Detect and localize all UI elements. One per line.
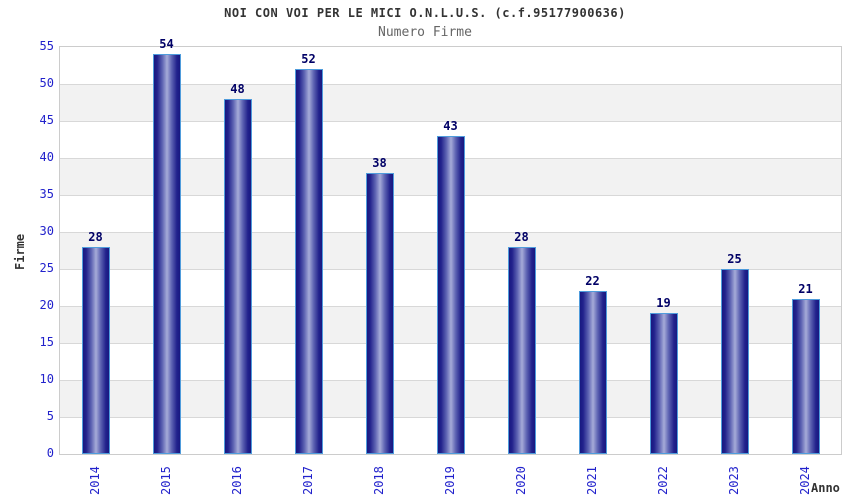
bar-value-label: 43 — [443, 118, 458, 133]
bar-2017 — [294, 69, 323, 454]
gridline — [60, 121, 841, 122]
bar-value-label: 38 — [372, 155, 387, 170]
y-tick-label: 55 — [39, 39, 54, 53]
x-tick-label: 2017 — [300, 466, 315, 495]
y-tick-label: 20 — [39, 298, 54, 312]
x-tick-label: 2016 — [229, 466, 244, 495]
bar-value-label: 48 — [230, 81, 245, 96]
bar-value-label: 54 — [159, 37, 174, 52]
y-tick-label: 45 — [39, 113, 54, 127]
x-tick-label: 2023 — [726, 466, 741, 495]
bar-value-label: 22 — [585, 274, 600, 289]
y-tick-label: 5 — [46, 409, 54, 423]
x-tick-label: 2018 — [371, 466, 386, 495]
y-tick-label: 10 — [39, 372, 54, 386]
x-axis-label: Anno — [811, 481, 840, 495]
y-tick-label: 40 — [39, 150, 54, 164]
y-tick-label: 35 — [39, 187, 54, 201]
bar-2014 — [81, 246, 110, 454]
x-tick-label: 2024 — [797, 466, 812, 495]
bar-2023 — [720, 269, 749, 454]
bar-value-label: 25 — [727, 252, 742, 266]
x-tick-label: 2015 — [158, 466, 173, 495]
bar-value-label: 52 — [301, 52, 316, 67]
bar-2018 — [365, 172, 394, 454]
bar-2016 — [223, 98, 252, 454]
bar-2022 — [649, 313, 678, 454]
x-tick-label: 2022 — [655, 466, 670, 495]
x-tick-label: 2020 — [513, 466, 528, 495]
bar-value-label: 19 — [656, 296, 671, 311]
y-tick-label: 15 — [39, 335, 54, 349]
plot-area: 28 54 48 52 38 43 28 22 19 25 21 — [59, 37, 842, 455]
chart-title: NOI CON VOI PER LE MICI O.N.L.U.S. (c.f.… — [224, 6, 626, 20]
y-tick-label: 50 — [39, 76, 54, 90]
gridline — [60, 84, 841, 85]
x-tick-label: 2019 — [442, 466, 457, 495]
y-tick-label: 30 — [39, 224, 54, 238]
chart-subtitle: Numero Firme — [378, 25, 472, 40]
bar-2020 — [507, 246, 536, 454]
y-tick-label: 25 — [39, 261, 54, 275]
bar-2021 — [578, 291, 607, 454]
bar-2019 — [436, 135, 465, 454]
bar-2024 — [791, 298, 820, 454]
y-tick-label: 0 — [46, 446, 54, 460]
bar-value-label: 21 — [798, 281, 813, 296]
x-tick-label: 2021 — [584, 466, 599, 495]
x-tick-label: 2014 — [87, 466, 102, 495]
bar-value-label: 28 — [88, 229, 103, 244]
bar-value-label: 28 — [514, 229, 529, 244]
bar-2015 — [152, 54, 181, 454]
